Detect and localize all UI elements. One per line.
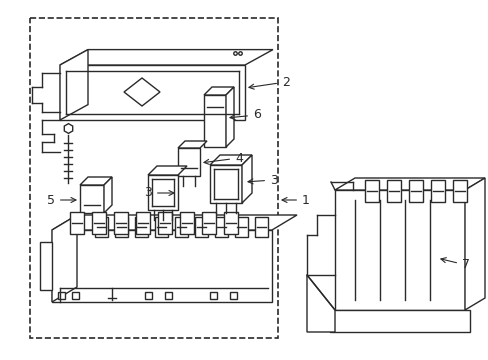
Polygon shape [225, 87, 234, 147]
Polygon shape [254, 217, 267, 237]
Text: 4: 4 [203, 152, 243, 165]
Polygon shape [92, 212, 106, 234]
Polygon shape [202, 212, 216, 234]
Polygon shape [209, 155, 251, 165]
Polygon shape [40, 242, 52, 290]
Polygon shape [203, 95, 225, 147]
Polygon shape [104, 177, 112, 213]
Bar [30, 18, 278, 338]
Bar [229, 292, 237, 299]
Polygon shape [52, 215, 296, 230]
Polygon shape [114, 212, 128, 234]
Polygon shape [203, 87, 234, 95]
Polygon shape [306, 275, 334, 332]
Polygon shape [386, 180, 400, 202]
Polygon shape [155, 217, 168, 237]
Polygon shape [195, 217, 207, 237]
Text: 1: 1 [282, 194, 309, 207]
Polygon shape [80, 177, 112, 185]
Bar [30, 18, 278, 338]
Bar [72, 292, 79, 299]
Polygon shape [60, 65, 244, 120]
Text: 6: 6 [229, 108, 260, 122]
Polygon shape [408, 180, 422, 202]
Polygon shape [215, 217, 227, 237]
Bar [145, 292, 152, 299]
Polygon shape [329, 310, 469, 332]
Polygon shape [70, 212, 84, 234]
Polygon shape [452, 180, 466, 202]
Bar [164, 292, 172, 299]
Polygon shape [115, 217, 128, 237]
Text: 2: 2 [248, 76, 289, 89]
Polygon shape [364, 180, 378, 202]
Polygon shape [242, 155, 251, 203]
Polygon shape [430, 180, 444, 202]
Polygon shape [80, 185, 104, 213]
Text: 3: 3 [144, 186, 174, 199]
Bar [209, 292, 217, 299]
Polygon shape [124, 78, 160, 106]
Polygon shape [175, 217, 187, 237]
Polygon shape [334, 190, 464, 310]
Polygon shape [180, 212, 194, 234]
Text: 5: 5 [47, 194, 76, 207]
Polygon shape [334, 178, 484, 190]
Polygon shape [148, 166, 186, 175]
Polygon shape [135, 217, 148, 237]
Polygon shape [52, 230, 271, 302]
Polygon shape [52, 215, 77, 302]
Polygon shape [464, 178, 484, 310]
Polygon shape [148, 175, 178, 210]
Polygon shape [60, 50, 88, 120]
Polygon shape [235, 217, 247, 237]
Polygon shape [158, 212, 172, 234]
Polygon shape [209, 165, 242, 203]
Polygon shape [95, 217, 108, 237]
Polygon shape [60, 50, 272, 65]
Text: 3: 3 [247, 174, 277, 186]
Polygon shape [178, 141, 206, 148]
Polygon shape [224, 212, 238, 234]
Polygon shape [178, 148, 200, 176]
Bar [58, 292, 65, 299]
Polygon shape [136, 212, 150, 234]
Bar [30, 18, 278, 338]
Text: 7: 7 [440, 258, 469, 271]
Bar [30, 18, 278, 338]
